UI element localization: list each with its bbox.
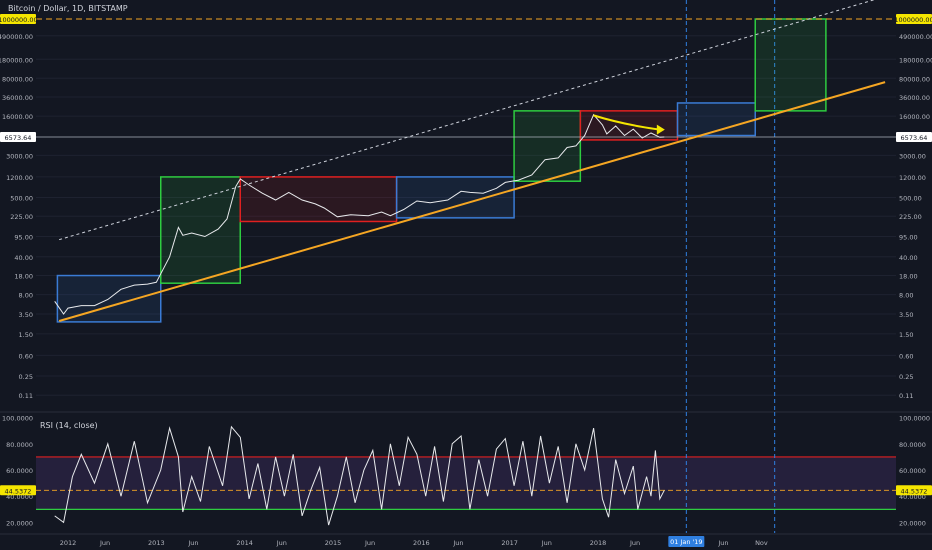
x-tick-label: 2012 [60,539,77,547]
x-tick-label: Nov [755,539,768,547]
y-tick-right: 95.00 [899,233,918,241]
rsi-tick-left: 60.0000 [6,467,33,475]
range-box [395,176,515,219]
x-tick-label: Jun [187,539,198,547]
y-tick-right: 8.00 [899,292,913,300]
rsi-tick-left: 20.0000 [6,519,33,527]
y-tick-right: 1.50 [899,331,913,339]
y-tick-left: 16000.00 [2,113,33,121]
target-badge-right-bg [896,14,932,24]
y-tick-left: 40.00 [14,254,33,262]
y-tick-right: 80000.00 [899,75,930,83]
y-tick-left: 36000.00 [2,94,33,102]
x-tick-label: 2013 [148,539,165,547]
y-tick-right: 18.00 [899,273,918,281]
price-series-line [54,113,665,315]
rsi-tick-right: 100.0000 [899,415,930,423]
rsi-tick-left: 100.0000 [2,415,33,423]
y-tick-left: 3.50 [19,311,33,319]
x-tick-label: Jun [99,539,110,547]
y-tick-right: 0.60 [899,352,913,360]
y-tick-left: 0.25 [19,373,33,381]
y-tick-left: 0.11 [19,392,33,400]
projection-arrow [593,114,660,131]
rsi-badge-right: 44.5372 [901,487,928,495]
y-tick-left: 8.00 [19,292,33,300]
y-tick-left: 0.60 [19,352,33,360]
x-tick-label: Jun [629,539,640,547]
rsi-tick-right: 80.0000 [899,441,926,449]
chart-title: Bitcoin / Dollar, 1D, BITSTAMP [8,4,128,13]
x-tick-label: Jun [364,539,375,547]
x-tick-label: Jun [717,539,728,547]
y-tick-left: 18.00 [14,273,33,281]
rsi-tick-right: 60.0000 [899,467,926,475]
x-tick-label: 2015 [325,539,342,547]
y-tick-right: 500.00 [899,194,922,202]
y-tick-left: 225.00 [10,213,33,221]
x-tick-label: 2018 [590,539,607,547]
price-badge-left: 6573.64 [5,134,32,142]
y-tick-left: 490000.00 [0,33,33,41]
x-tick-label: Jun [541,539,552,547]
rsi-series-line [54,425,665,526]
target-badge-right: 1000000.00 [894,16,932,24]
price-badge-right: 6573.64 [901,134,928,142]
rsi-tick-left: 80.0000 [6,441,33,449]
target-badge-left: 1000000.00 [0,16,38,24]
y-tick-right: 0.11 [899,392,913,400]
x-axis: 2012 Jun 2013 Jun 2014 Jun 2015 Jun 2016 Jun 2017 J… [0,533,932,550]
y-tick-left: 95.00 [14,233,33,241]
range-box [754,18,827,112]
target-badge-left-bg [0,14,36,24]
rsi-title: RSI (14, close) [40,421,98,430]
y-tick-left: 3000.00 [6,152,33,160]
rsi-tick-right: 40.0000 [899,493,926,501]
x-tick-label: 2017 [501,539,518,547]
y-tick-right: 0.25 [899,373,913,381]
y-tick-right: 3.50 [899,311,913,319]
x-tick-label: 01 Jan '19 [670,538,702,546]
price-badge-left-bg [0,131,36,142]
y-tick-right: 36000.00 [899,94,930,102]
x-tick-label: 2014 [236,539,253,547]
y-tick-left: 80000.00 [2,75,33,83]
x-tick-label: Jun [452,539,463,547]
y-tick-right: 3000.00 [899,152,926,160]
rsi-pane: 100.0000 100.0000 80.0000 80.0000 60.0000 60.… [0,411,932,533]
range-box [160,176,241,284]
x-date-badge [668,536,705,547]
rsi-band [36,456,896,510]
rsi-tick-right: 20.0000 [899,519,926,527]
y-tick-right: 40.00 [899,254,918,262]
y-tick-left: 500.00 [10,194,33,202]
x-tick-label: 2016 [413,539,430,547]
rsi-tick-left: 40.0000 [6,493,33,501]
arrow-head [656,124,665,135]
y-tick-left: 1.50 [19,331,33,339]
x-axis-background [0,534,932,550]
rsi-badge-left: 44.5372 [5,487,32,495]
y-tick-right: 16000.00 [899,113,930,121]
y-tick-right: 180000.00 [899,56,932,64]
rsi-badge-left-bg [0,485,36,496]
y-tick-right: 1200.00 [899,174,926,182]
x-tick-label: Jun [276,539,287,547]
y-tick-left: 1200.00 [6,174,33,182]
rsi-badge-right-bg [896,485,932,496]
y-tick-right: 225.00 [899,213,922,221]
support-trend-line [58,81,886,322]
y-tick-right: 490000.00 [899,33,932,41]
price-badge-right-bg [896,131,932,142]
y-tick-left: 180000.00 [0,56,33,64]
range-box [513,110,582,182]
